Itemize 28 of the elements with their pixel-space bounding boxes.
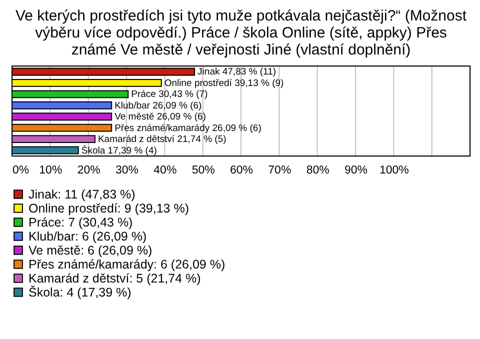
- x-tick-label: 100%: [379, 164, 409, 176]
- data-label: Ve městě 26,09 % (6): [114, 112, 206, 123]
- legend-label: Ve městě: 6 (26,09 %): [28, 243, 152, 258]
- x-tick-label: 20%: [77, 164, 100, 176]
- legend-label: Jinak: 11 (47,83 %): [28, 187, 136, 202]
- x-tick-label: 80%: [306, 164, 330, 176]
- data-label: Online prostředí 39,13 % (9): [164, 78, 284, 89]
- data-label: Přes známé/kamarády 26,09 % (6): [114, 122, 262, 134]
- x-tick-label: 90%: [344, 164, 368, 176]
- data-label: Práce 30,43 % (7): [131, 89, 208, 100]
- legend-label: Klub/bar: 6 (26,09 %): [28, 229, 147, 244]
- legend-label: Kamarád z dětství: 5 (21,74 %): [28, 271, 201, 286]
- legend-label: Přes známé/kamarády: 6 (26,09 %): [28, 257, 226, 272]
- chart-title: Ve kterých prostředích jsi tyto muže potkávala nejčastěji?“ (Možnost výběru více odpovědí.) Práce / škola Online (sítě, appky) Přes známé Ve městě / veřejnosti Jiné (vlastní doplnění): [15, 8, 468, 58]
- x-tick-label: 60%: [230, 164, 254, 176]
- legend-label: Práce: 7 (30,43 %): [28, 215, 133, 230]
- data-label: Jinak 47,83 % (11): [198, 66, 276, 78]
- legend-label: Škola: 4 (17,39 %): [28, 285, 132, 300]
- x-tick-label: 40%: [154, 164, 177, 176]
- x-tick-label: 70%: [268, 164, 292, 176]
- legend-label: Online prostředí: 9 (39,13 %): [28, 201, 189, 216]
- x-tick-label: 50%: [192, 164, 215, 176]
- data-label: Kamarád z dětství 21,74 % (5): [98, 134, 226, 146]
- x-tick-label: 30%: [115, 164, 139, 176]
- data-label: Škola 17,39 % (4): [81, 144, 157, 156]
- x-tick-label: 10%: [39, 164, 62, 176]
- x-tick-label: 0%: [12, 164, 30, 176]
- data-label: Klub/bar 26,09 % (6): [114, 100, 202, 112]
